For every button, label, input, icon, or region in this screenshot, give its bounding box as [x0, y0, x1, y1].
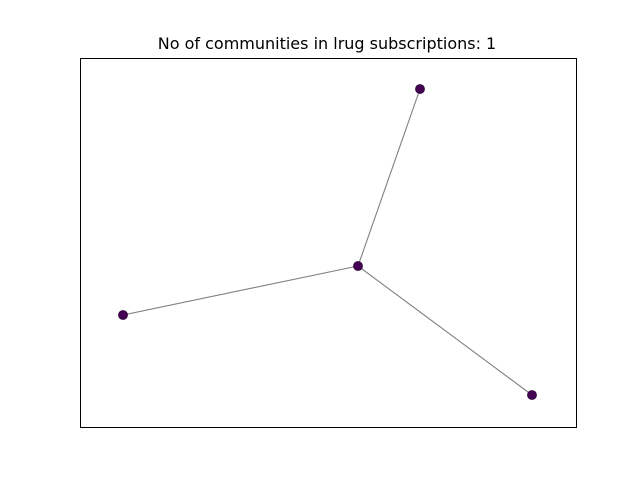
edges-layer — [122, 88, 533, 396]
graph-edge-n0-n2 — [122, 265, 359, 316]
graph-node-n0 — [353, 261, 363, 271]
graph-edge-n0-n3 — [357, 265, 533, 396]
graph-edge-n0-n1 — [357, 88, 421, 267]
graph-node-n2 — [118, 310, 128, 320]
graph-node-n1 — [415, 84, 425, 94]
graph-node-n3 — [527, 390, 537, 400]
nodes-layer — [118, 84, 537, 400]
plot-frame — [80, 58, 577, 428]
plot-title: No of communities in lrug subscriptions:… — [158, 34, 496, 53]
